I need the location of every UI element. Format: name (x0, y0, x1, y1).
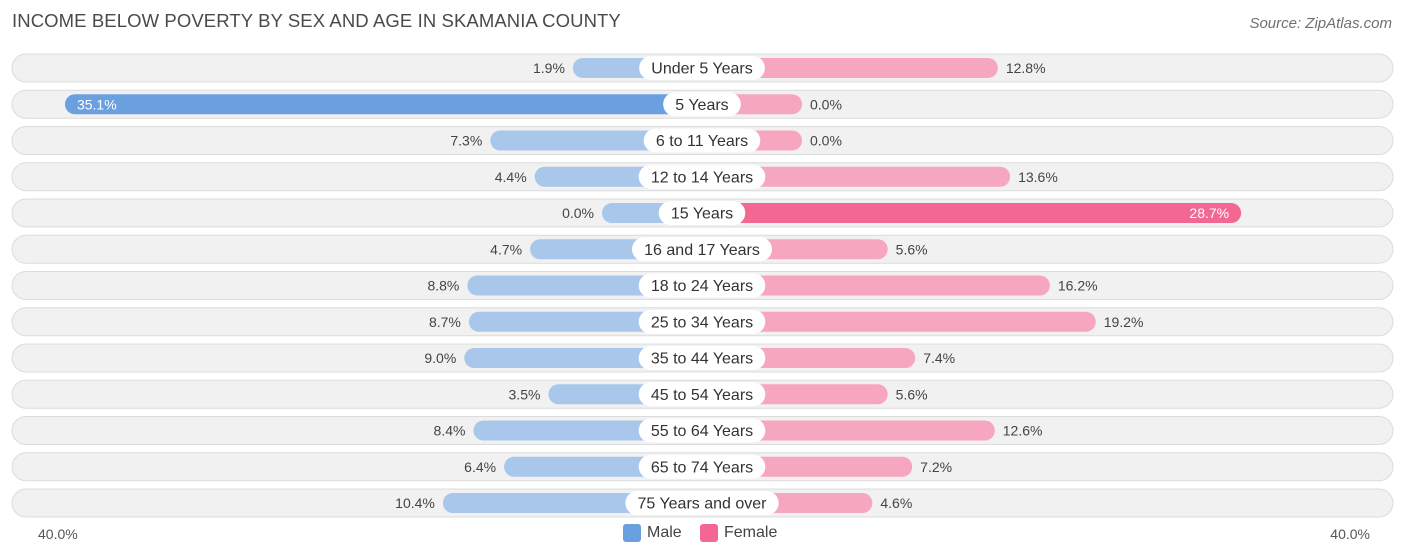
bar-female (702, 166, 1011, 187)
value-label-male: 9.0% (424, 350, 456, 366)
category-pill (638, 346, 766, 370)
value-label-female: 5.6% (896, 241, 928, 257)
value-label-female: 0.0% (810, 133, 842, 149)
value-label-male: 4.4% (495, 169, 527, 185)
chart-row: 35 to 44 Years 9.0% 7.4% (11, 343, 1394, 373)
chart-row: 25 to 34 Years 8.7% 19.2% (11, 307, 1394, 337)
category-pill (638, 309, 766, 334)
category-pill (632, 237, 772, 262)
category-label: 75 Years and over (638, 496, 768, 513)
category-label: 35 to 44 Years (651, 351, 753, 368)
axis-label-right: 40.0% (1330, 526, 1370, 542)
chart-title: INCOME BELOW POVERTY BY SEX AND AGE IN S… (12, 10, 621, 31)
chart-row: 65 to 74 Years 6.4% 7.2% (11, 452, 1394, 482)
value-label-male: 6.4% (464, 459, 496, 475)
value-label-male: 8.4% (434, 423, 466, 439)
category-label: Under 5 Years (651, 61, 752, 78)
value-label-male: 4.7% (490, 241, 522, 257)
category-label: 65 to 74 Years (651, 459, 753, 476)
category-label: 6 to 11 Years (656, 133, 748, 150)
chart-row: 15 Years 0.0% 28.7% (11, 198, 1394, 228)
value-label-male: 0.0% (562, 205, 594, 221)
value-label-female: 7.4% (923, 350, 955, 366)
chart-row: 45 to 54 Years 3.5% 5.6% (11, 379, 1394, 409)
legend-item-female: Female (700, 524, 777, 542)
value-label-female: 7.2% (920, 459, 952, 475)
legend: Male Female (0, 524, 1406, 546)
value-label-male: 3.5% (509, 386, 541, 402)
bar-female (702, 275, 1050, 296)
legend-label-female: Female (724, 524, 778, 541)
bar-female (702, 58, 998, 78)
category-pill (638, 418, 766, 443)
bar-female (702, 420, 995, 441)
legend-swatch-female (700, 524, 718, 542)
category-pill (639, 56, 765, 80)
category-pill (638, 454, 766, 479)
value-label-male: 35.1% (77, 96, 117, 112)
chart-row: 6 to 11 Years 7.3% 0.0% (11, 126, 1394, 155)
value-label-female: 5.6% (896, 386, 928, 402)
chart-row: 16 and 17 Years 4.7% 5.6% (11, 234, 1394, 264)
bar-female (702, 203, 1242, 223)
value-label-female: 0.0% (810, 96, 842, 112)
category-label: 5 Years (675, 97, 728, 114)
category-label: 55 to 64 Years (651, 423, 753, 440)
category-pill (625, 491, 779, 515)
legend-swatch-male (623, 524, 641, 542)
category-pill (658, 201, 746, 225)
category-pill (638, 164, 766, 189)
category-pill (643, 128, 761, 153)
value-label-male: 1.9% (533, 60, 565, 76)
value-label-male: 8.7% (429, 314, 461, 330)
value-label-female: 16.2% (1058, 278, 1098, 294)
category-label: 18 to 24 Years (651, 278, 753, 295)
category-label: 16 and 17 Years (644, 242, 760, 259)
category-pill (638, 273, 766, 298)
legend-label-male: Male (647, 524, 682, 541)
chart-row: 12 to 14 Years 4.4% 13.6% (11, 162, 1394, 192)
category-label: 12 to 14 Years (651, 169, 753, 186)
axis-label-left: 40.0% (38, 526, 78, 542)
value-label-female: 19.2% (1104, 314, 1144, 330)
chart-row: Under 5 Years 1.9% 12.8% (11, 53, 1394, 83)
chart-row: 75 Years and over 10.4% 4.6% (11, 488, 1394, 518)
bar-female (702, 311, 1096, 332)
chart-row: 18 to 24 Years 8.8% 16.2% (11, 271, 1394, 300)
legend-item-male: Male (623, 524, 682, 542)
value-label-female: 4.6% (880, 495, 912, 511)
category-label: 25 to 34 Years (651, 314, 753, 331)
chart-row: 5 Years 35.1% 0.0% (11, 89, 1394, 119)
bar-male (64, 94, 703, 115)
value-label-female: 12.6% (1003, 423, 1043, 439)
value-label-female: 28.7% (1189, 205, 1229, 221)
category-pill (638, 382, 766, 407)
value-label-male: 8.8% (427, 278, 459, 294)
value-label-male: 10.4% (395, 495, 435, 511)
category-label: 45 to 54 Years (651, 387, 753, 404)
value-label-male: 7.3% (450, 133, 482, 149)
source-note: Source: ZipAtlas.com (1249, 15, 1392, 32)
value-label-female: 12.8% (1006, 60, 1046, 76)
value-label-female: 13.6% (1018, 169, 1058, 185)
chart-row: 55 to 64 Years 8.4% 12.6% (11, 416, 1394, 445)
category-pill (663, 92, 741, 117)
category-label: 15 Years (671, 206, 733, 223)
